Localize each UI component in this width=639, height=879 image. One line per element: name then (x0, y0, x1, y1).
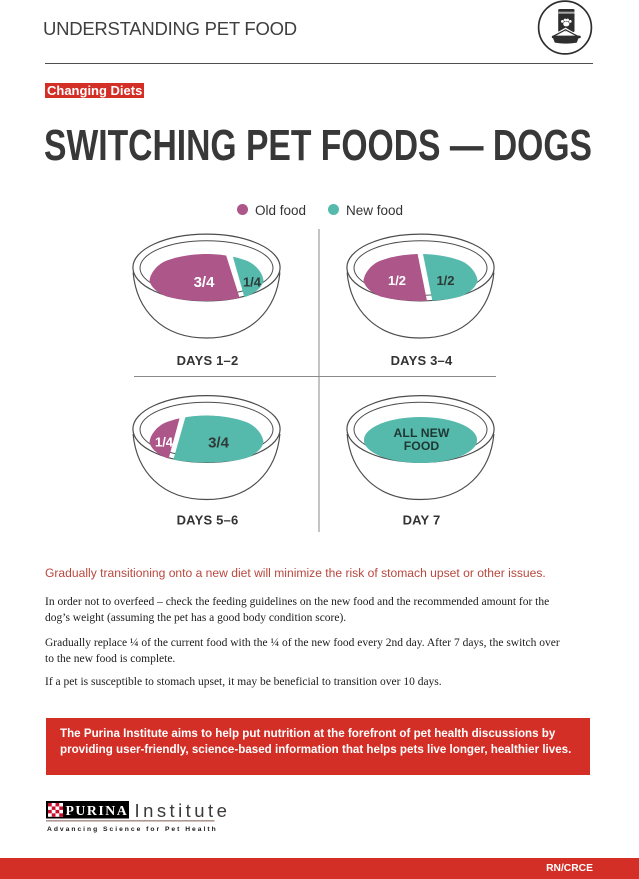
svg-text:PURINA: PURINA (66, 803, 129, 818)
svg-text:1/2: 1/2 (436, 273, 454, 288)
svg-text:Advancing Science for Pet Heal: Advancing Science for Pet Health (47, 826, 218, 833)
svg-text:Institute: Institute (135, 800, 231, 821)
svg-text:DAYS 5–6: DAYS 5–6 (177, 513, 239, 528)
svg-text:DAY 7: DAY 7 (403, 513, 441, 528)
svg-text:1/4: 1/4 (155, 434, 174, 449)
svg-text:DAYS 1–2: DAYS 1–2 (177, 353, 239, 368)
svg-text:DAYS 3–4: DAYS 3–4 (391, 353, 453, 368)
svg-text:1/4: 1/4 (243, 275, 262, 290)
svg-text:3/4: 3/4 (194, 274, 216, 291)
svg-text:FOOD: FOOD (404, 439, 440, 453)
svg-text:3/4: 3/4 (208, 434, 230, 451)
svg-text:1/2: 1/2 (388, 273, 406, 288)
svg-text:ALL NEW: ALL NEW (394, 426, 450, 440)
